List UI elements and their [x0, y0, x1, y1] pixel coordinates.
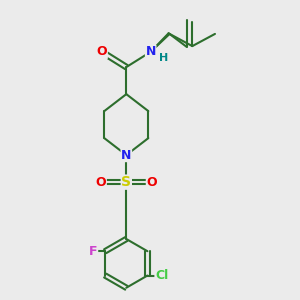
Text: O: O	[146, 176, 157, 189]
Text: Cl: Cl	[155, 269, 168, 282]
Text: O: O	[97, 45, 107, 58]
Text: S: S	[121, 175, 131, 189]
Text: O: O	[96, 176, 106, 189]
Text: F: F	[89, 245, 98, 258]
Text: N: N	[121, 148, 131, 162]
Text: N: N	[146, 45, 156, 58]
Text: H: H	[159, 53, 168, 63]
